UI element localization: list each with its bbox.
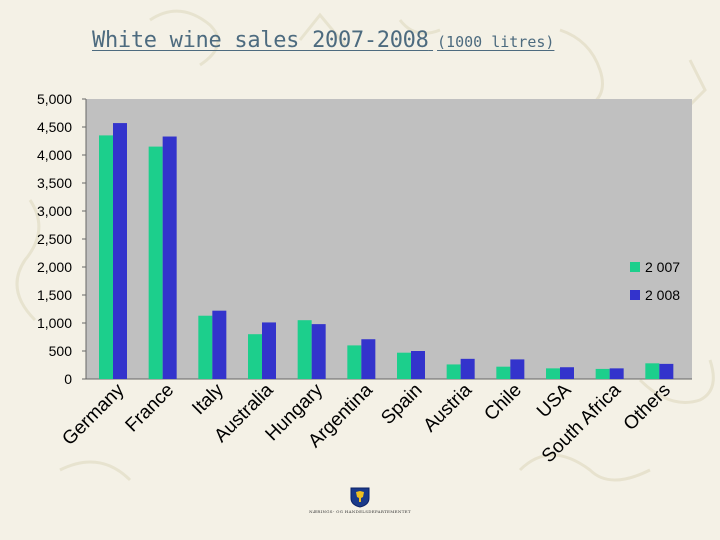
slide-title-text: White wine sales 2007-2008 (92, 28, 429, 53)
x-tick-label: Italy (188, 379, 228, 419)
legend-swatch (630, 262, 640, 272)
y-tick-label: 4,500 (37, 119, 72, 135)
y-tick-label: 2,000 (37, 259, 72, 275)
slide-title-unit: (1000 litres) (437, 33, 555, 51)
slide-title: White wine sales 2007-2008 (1000 litres) (92, 28, 554, 53)
x-tick-label: Others (620, 380, 675, 435)
plot-area (86, 99, 692, 379)
y-tick-label: 500 (49, 343, 73, 359)
bar-2007 (297, 320, 312, 379)
x-tick-label: Austria (420, 379, 477, 436)
bar-2008 (560, 367, 574, 379)
y-tick-label: 0 (64, 371, 72, 387)
bar-2008 (659, 363, 674, 379)
bar-2007 (248, 334, 262, 379)
y-tick-label: 4,000 (37, 147, 72, 163)
x-tick-label: USA (533, 379, 576, 422)
bar-2007 (645, 363, 660, 379)
bar-2008 (113, 123, 127, 379)
bar-2008 (609, 368, 624, 379)
bar-2007 (347, 345, 362, 379)
bar-2008 (510, 359, 525, 379)
bar-2007 (546, 368, 560, 379)
y-tick-label: 3,000 (37, 203, 72, 219)
bar-2007 (148, 146, 163, 379)
legend-label: 2 007 (645, 259, 680, 275)
bar-2008 (212, 310, 227, 379)
crest-icon (350, 487, 370, 508)
bar-2008 (411, 351, 425, 379)
y-tick-label: 5,000 (37, 91, 72, 107)
bar-2007 (397, 352, 411, 379)
y-tick-label: 1,000 (37, 315, 72, 331)
bar-2007 (198, 315, 213, 379)
bar-2007 (99, 135, 113, 379)
legend-swatch (630, 290, 640, 300)
x-tick-label: Chile (480, 380, 525, 425)
y-tick-label: 3,500 (37, 175, 72, 191)
bar-2008 (311, 324, 326, 379)
x-tick-label: France (122, 380, 179, 437)
footer-text: NÆRINGS- OG HANDELSDEPARTEMENTET (309, 509, 411, 514)
legend-label: 2 008 (645, 287, 680, 303)
bar-2007 (446, 364, 461, 379)
y-tick-label: 1,500 (37, 287, 72, 303)
bar-2008 (262, 322, 276, 379)
y-tick-label: 2,500 (37, 231, 72, 247)
bar-2008 (162, 136, 177, 379)
bar-2008 (460, 358, 475, 379)
footer-logo: NÆRINGS- OG HANDELSDEPARTEMENTET (300, 486, 420, 514)
bar-2007 (496, 366, 511, 379)
bar-2007 (595, 368, 610, 379)
x-tick-label: Germany (58, 379, 128, 449)
bar-2008 (361, 339, 376, 379)
